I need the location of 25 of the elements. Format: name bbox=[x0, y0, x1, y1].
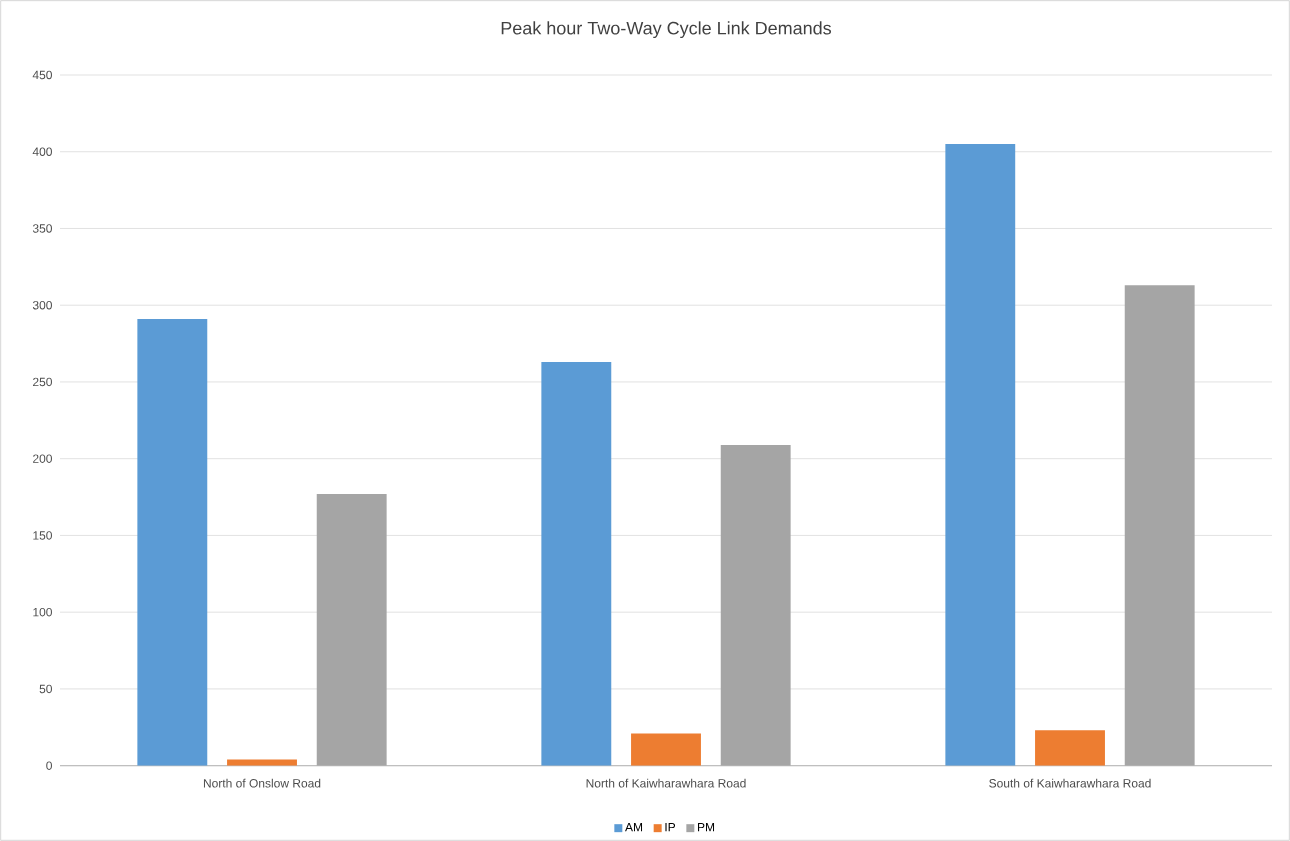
legend-label: IP bbox=[665, 823, 676, 832]
y-tick-label: 100 bbox=[33, 607, 52, 617]
bar bbox=[720, 444, 791, 766]
x-tick-label: North of Kaiwharawhara Road bbox=[586, 778, 746, 788]
chart-title: Peak hour Two-Way Cycle Link Demands bbox=[501, 21, 832, 39]
bar bbox=[631, 733, 701, 766]
y-tick-label: 300 bbox=[32, 300, 52, 310]
y-tick-label: 150 bbox=[33, 531, 52, 540]
bar bbox=[316, 493, 387, 766]
legend-label: AM bbox=[625, 823, 643, 832]
y-tick-label: 50 bbox=[39, 684, 52, 694]
y-tick-label: 450 bbox=[32, 70, 52, 80]
y-tick-label: 400 bbox=[32, 147, 52, 156]
bar bbox=[1035, 730, 1105, 766]
bar bbox=[945, 144, 1016, 766]
x-tick-label: North of Onslow Road bbox=[203, 778, 321, 788]
bar bbox=[137, 319, 208, 766]
bar bbox=[1124, 285, 1195, 766]
y-tick-label: 0 bbox=[46, 761, 52, 770]
y-tick-label: 250 bbox=[33, 377, 52, 387]
legend-label: PM bbox=[697, 823, 715, 832]
y-tick-label: 350 bbox=[32, 224, 52, 233]
y-tick-label: 200 bbox=[33, 454, 52, 463]
bar bbox=[541, 362, 612, 766]
x-tick-label: South of Kaiwharawhara Road bbox=[989, 778, 1151, 788]
